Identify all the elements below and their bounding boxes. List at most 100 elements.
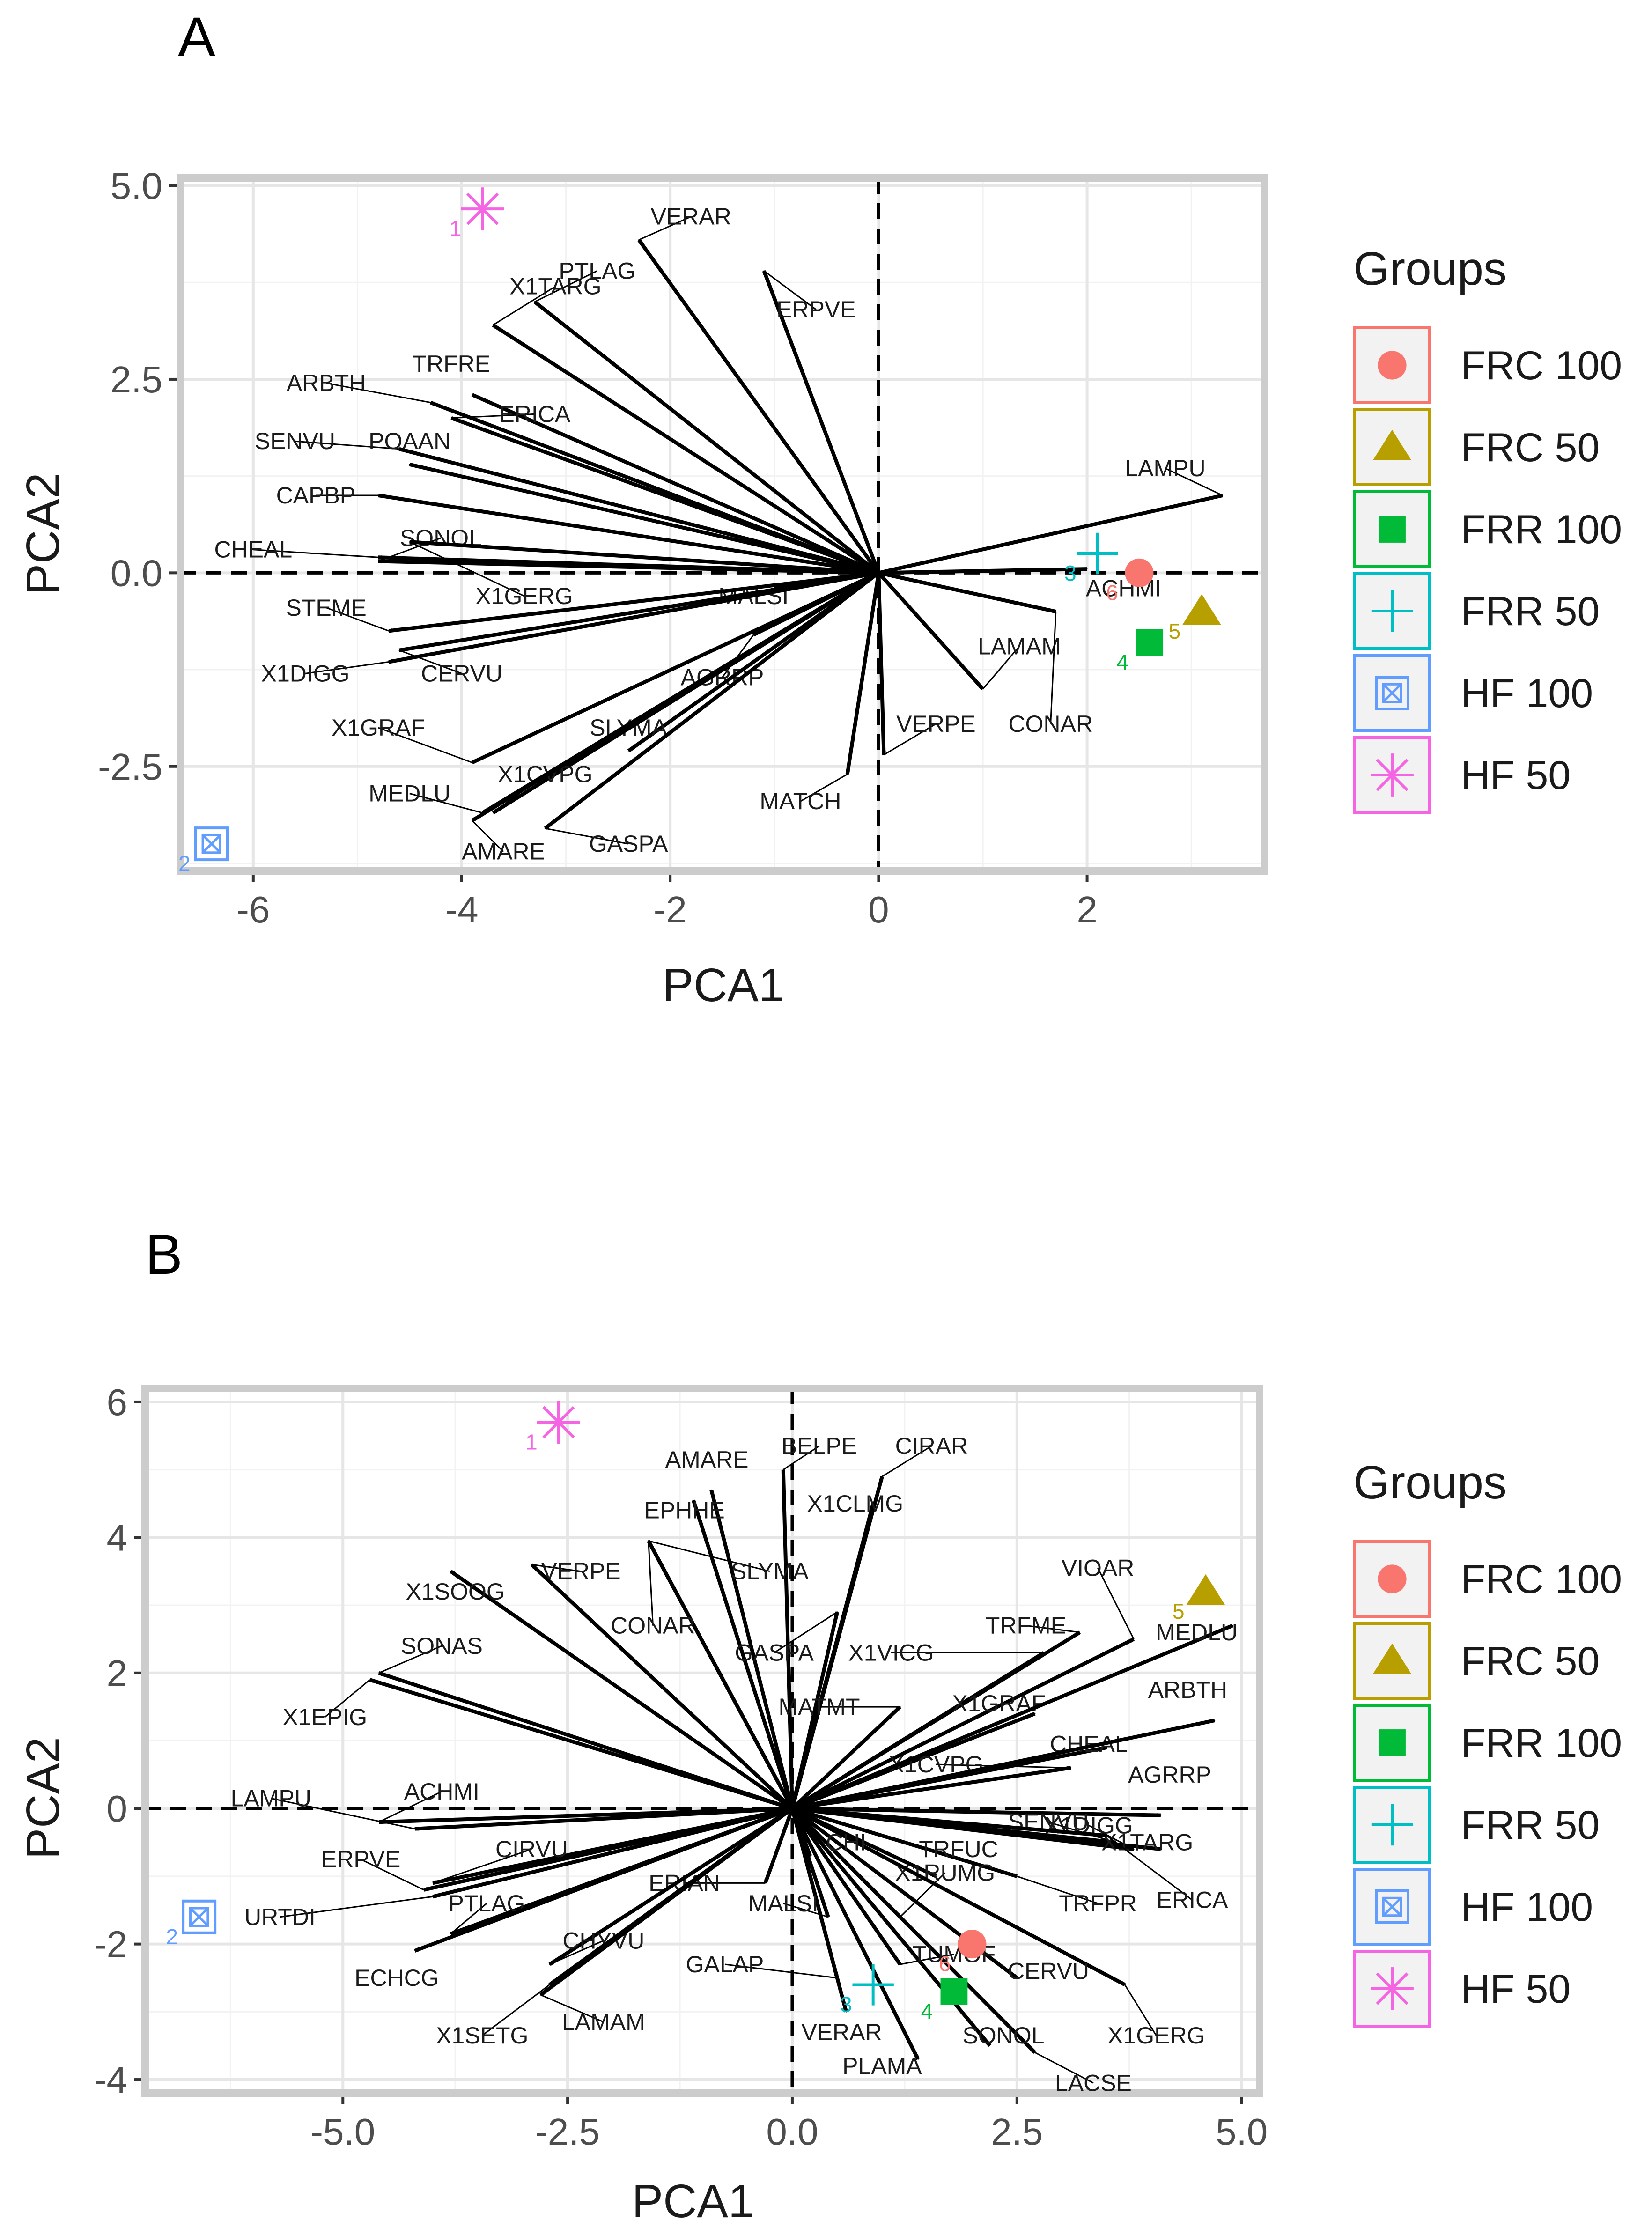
vector-label: LAMAM [562, 2009, 645, 2035]
label-leader-line [648, 1540, 770, 1572]
vector-label: X1SOOG [406, 1579, 505, 1605]
legend-label: HF 100 [1461, 1885, 1593, 1930]
legend-key-asterisk-icon [1371, 1967, 1414, 2010]
vector-arrow [878, 569, 1087, 575]
x-axis-title-a: PCA1 [662, 959, 784, 1011]
legend-key-square-icon [1379, 516, 1406, 543]
point-marker [1136, 629, 1164, 656]
loading-vector: CONAR [878, 571, 1093, 737]
legend-label: FRC 50 [1461, 425, 1600, 470]
point-id-label: 2 [178, 851, 191, 876]
vector-arrow [792, 1719, 1215, 1811]
vector-label: VERPE [541, 1558, 621, 1585]
vector-label: X1GERG [1107, 2022, 1205, 2049]
x-tick-label: 0 [868, 889, 889, 930]
vector-arrow [530, 1563, 794, 1810]
vector-arrow [791, 1637, 1135, 1810]
loading-vector: PLAMA [790, 1807, 922, 2079]
label-leader-line [305, 661, 389, 674]
label-leader-line [1124, 1984, 1157, 2036]
tick-labels: -6 -4 -2 0 2 5.0 2.5 0.0 -2.5 [98, 165, 1098, 930]
loading-vector: TRFRE [412, 351, 879, 575]
label-leader-line [472, 820, 504, 852]
label-leader-line [253, 549, 379, 558]
label-leader-line [549, 1940, 604, 1965]
label-leader-line [783, 1903, 829, 1918]
label-leader-line [900, 1953, 954, 1965]
legend-item: FRR 50 [1353, 1786, 1600, 1864]
legend-label: FRC 100 [1461, 343, 1622, 388]
vector-label: VERAR [801, 2019, 882, 2045]
label-leader-line [724, 1963, 838, 1979]
label-leader-line [1050, 611, 1057, 724]
legend-item: HF 50 [1353, 1950, 1571, 2028]
label-leader-line [378, 1791, 442, 1823]
legend-label: HF 100 [1461, 671, 1593, 716]
x-tick-label: -4 [445, 889, 478, 930]
group-points: 1 2 3 4 5 6 [178, 187, 1221, 876]
vector-label: TRFME [986, 1612, 1066, 1638]
loading-vector: TUMOF [790, 1807, 996, 1967]
vector-arrow [792, 1807, 1161, 1815]
group-point: 5 [1169, 594, 1221, 643]
vector-label: MALSI [748, 1890, 819, 1917]
vector-arrow [792, 1807, 1107, 1838]
group-point: 5 [1173, 1574, 1225, 1623]
vector-label: CERVU [1008, 1958, 1089, 1984]
point-marker [958, 1930, 987, 1959]
vector-arrow [399, 571, 879, 652]
legend-item: FRC 100 [1353, 326, 1622, 404]
label-leader-line [360, 1859, 424, 1891]
x-tick-label: -2.5 [535, 2111, 600, 2153]
loading-vector: TRFPR [791, 1807, 1137, 1917]
vector-arrow [790, 1807, 902, 1966]
loading-vector: X1SETG [436, 1807, 794, 2049]
label-leader-line [883, 723, 937, 756]
group-point: 2 [178, 826, 229, 876]
legend-key-plus-icon [1371, 590, 1413, 632]
legend-a: Groups FRC 100 FRC 50 FRR 100 FRR 50 HF 100 H… [1353, 243, 1622, 814]
loading-vector: POAAN [369, 428, 879, 575]
legend-item: HF 50 [1353, 736, 1571, 814]
legend-item: FRC 100 [1353, 1540, 1622, 1618]
group-point: 2 [166, 1899, 217, 1949]
vector-label: LACSE [1055, 2070, 1132, 2096]
label-leader-line [1097, 1567, 1135, 1640]
loading-vector: STEME [286, 571, 879, 633]
label-leader-line [1017, 1875, 1098, 1904]
vector-arrow [378, 494, 879, 575]
point-marker [537, 1401, 580, 1444]
vector-arrow [472, 393, 879, 575]
vector-label: MATMT [779, 1694, 860, 1720]
vector-label: X1DIGG [261, 660, 350, 686]
label-leader-line [271, 1798, 415, 1830]
vector-arrow [877, 571, 984, 691]
loading-vector: X1TARG [492, 273, 880, 575]
loading-vector: MATCH [760, 572, 881, 814]
legend-key-circle-icon [1378, 1564, 1407, 1593]
loading-vector: ARBTH [792, 1677, 1227, 1811]
vector-arrow [783, 1470, 794, 1809]
label-leader-line [326, 607, 389, 632]
legend-key-triangle-icon [1372, 429, 1412, 461]
vector-label: GASPA [589, 831, 668, 857]
loading-vector: LAMAM [877, 571, 1061, 691]
vector-arrow [410, 542, 879, 575]
vector-label: X1CLMG [807, 1490, 903, 1517]
vector-arrow [399, 447, 879, 575]
vector-label: TRFPR [1059, 1890, 1137, 1917]
legend-label: FRC 100 [1461, 1557, 1622, 1602]
point-id-label: 1 [525, 1430, 538, 1454]
vector-label: ARBTH [287, 370, 366, 396]
loading-vector: X1GRAF [332, 571, 880, 765]
loading-vector: GASPA [735, 1612, 839, 1809]
loading-vector: CONAR [611, 1540, 794, 1810]
loading-vector: AMARE [665, 1446, 794, 1809]
point-id-label: 3 [1064, 561, 1077, 585]
legend-label: FRC 50 [1461, 1639, 1600, 1684]
point-id-label: 6 [1106, 580, 1118, 605]
vector-arrow [533, 300, 880, 575]
